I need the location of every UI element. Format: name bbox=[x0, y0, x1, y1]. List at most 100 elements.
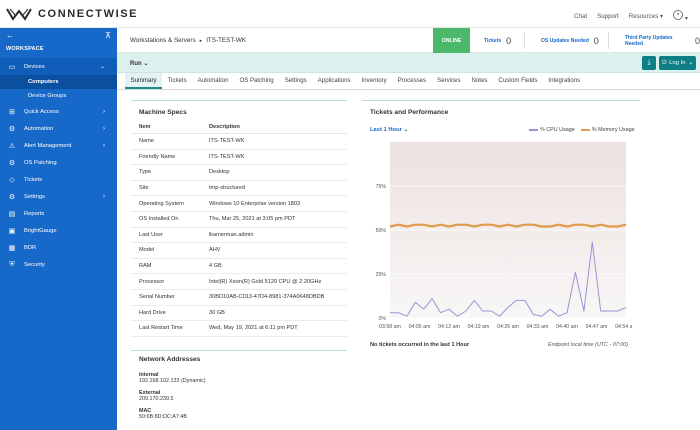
log-in-button[interactable]: ⏻ Log In ⌄ bbox=[659, 56, 696, 70]
support-link[interactable]: Support bbox=[597, 12, 619, 20]
spec-item: Last Restart Time bbox=[139, 325, 183, 332]
tab-summary[interactable]: Summary bbox=[125, 73, 163, 89]
bdr-icon: ▦ bbox=[8, 244, 16, 252]
spec-item: Model bbox=[139, 247, 155, 254]
sidebar-item-devices[interactable]: ▭ Devices ⌄ bbox=[0, 58, 117, 75]
sidebar-item-label: Tickets bbox=[24, 176, 43, 183]
sidebar-item-alert-management[interactable]: ⚠ Alert Management › bbox=[0, 137, 117, 154]
sidebar-subitem-computers[interactable]: Computers bbox=[0, 75, 117, 89]
status-badge: ONLINE bbox=[433, 28, 470, 53]
sidebar-item-os-patching[interactable]: ⚙ OS Patching bbox=[0, 154, 117, 171]
sidebar-item-label: Automation bbox=[24, 125, 54, 132]
breadcrumb-current: ITS-TEST-WK bbox=[206, 37, 247, 44]
sidebar-item-quick-access[interactable]: ⊞ Quick Access › bbox=[0, 103, 117, 120]
table-row: Hard Drive 30 GB bbox=[131, 306, 347, 322]
legend-memory[interactable]: % Memory Usage bbox=[580, 127, 635, 133]
divider bbox=[608, 32, 609, 49]
stat-label: Tickets bbox=[484, 37, 502, 44]
third-party-updates-stat[interactable]: Third Party Updates Needed 0 bbox=[625, 28, 700, 53]
internal-label: Internal bbox=[139, 372, 159, 378]
tab-services[interactable]: Services bbox=[437, 77, 461, 84]
table-row: Friendly Name ITS-TEST-WK bbox=[131, 150, 347, 166]
stat-value: 0 bbox=[506, 35, 512, 46]
legend-swatch bbox=[529, 128, 538, 131]
chevron-down-icon: ⌄ bbox=[403, 127, 409, 133]
tab-notes[interactable]: Notes bbox=[471, 77, 488, 84]
chat-link[interactable]: Chat bbox=[573, 12, 588, 20]
legend-swatch bbox=[580, 128, 590, 131]
sidebar-item-label: Settings bbox=[24, 193, 45, 200]
spec-item: Operating System bbox=[139, 200, 184, 207]
sidebar-item-settings[interactable]: ⚙ Settings › bbox=[0, 188, 117, 205]
device-tabs: Summary Tickets Automation OS Patching S… bbox=[117, 73, 700, 90]
chevron-down-icon: ▾ bbox=[684, 15, 688, 22]
tab-settings[interactable]: Settings bbox=[284, 77, 307, 84]
spec-item: Hard Drive bbox=[139, 309, 166, 316]
time-range-label: Last 1 Hour bbox=[370, 127, 402, 133]
resources-menu[interactable]: Resources ▾ bbox=[629, 13, 663, 20]
sidebar-item-label: BrightGauge bbox=[24, 227, 57, 234]
spec-description: lkamerman.admin bbox=[209, 231, 254, 238]
log-in-label: Log In bbox=[669, 60, 686, 66]
run-menu[interactable]: Run ⌄ bbox=[130, 60, 148, 67]
spec-description: Windows 10 Enterprise version 1803 bbox=[209, 200, 301, 207]
tab-applications[interactable]: Applications bbox=[317, 77, 351, 84]
legend-label: % Memory Usage bbox=[591, 127, 635, 133]
spec-description: ITS-TEST-WK bbox=[209, 153, 245, 160]
spec-description: AHV bbox=[209, 247, 221, 254]
chevron-right-icon: › bbox=[103, 125, 105, 132]
tab-tickets[interactable]: Tickets bbox=[167, 77, 187, 84]
spec-item: Friendly Name bbox=[139, 153, 176, 160]
tab-processes[interactable]: Processes bbox=[397, 77, 427, 84]
brightgauge-icon: ▣ bbox=[8, 227, 16, 235]
legend-cpu[interactable]: % CPU Usage bbox=[529, 127, 575, 133]
sidebar-subitem-device-groups[interactable]: Device Groups bbox=[28, 93, 67, 99]
tab-automation[interactable]: Automation bbox=[197, 77, 229, 84]
y-tick-label: 50% bbox=[376, 228, 387, 234]
time-range-dropdown[interactable]: Last 1 Hour ⌄ bbox=[370, 127, 408, 133]
sidebar-item-automation[interactable]: ⚙ Automation › bbox=[0, 120, 117, 137]
legend-label: % CPU Usage bbox=[540, 127, 575, 133]
sidebar-item-tickets[interactable]: ◇ Tickets bbox=[0, 171, 117, 188]
tab-custom-fields[interactable]: Custom Fields bbox=[498, 77, 538, 84]
y-tick-label: 0% bbox=[379, 316, 387, 322]
top-bar: CONNECTWISE Chat Support Resources ▾ ▾ bbox=[0, 0, 700, 28]
tab-os-patching[interactable]: OS Patching bbox=[239, 77, 274, 84]
action-bar: Run ⌄ ⤓ ⏻ Log In ⌄ bbox=[117, 53, 700, 73]
tickets-stat[interactable]: Tickets 0 bbox=[484, 28, 511, 53]
sidebar-item-reports[interactable]: ▤ Reports bbox=[0, 205, 117, 222]
endpoint-local-time: Endpoint local time (UTC - 07:00) bbox=[548, 342, 628, 348]
download-button[interactable]: ⤓ bbox=[642, 56, 656, 70]
table-row: Type Desktop bbox=[131, 165, 347, 181]
sidebar-item-label: Alert Management bbox=[24, 142, 72, 149]
breadcrumb: Workstations & Servers ▸ ITS-TEST-WK bbox=[130, 37, 246, 44]
chevron-right-icon: › bbox=[103, 193, 105, 200]
cpu-usage-line bbox=[390, 241, 627, 317]
sidebar-item-security[interactable]: ⛨ Security bbox=[0, 256, 117, 273]
spec-description: ITS-TEST-WK bbox=[209, 138, 245, 145]
back-arrow-icon[interactable]: ← bbox=[6, 30, 14, 40]
chevron-right-icon: › bbox=[103, 142, 105, 149]
tab-inventory[interactable]: Inventory bbox=[361, 77, 387, 84]
breadcrumb-parent[interactable]: Workstations & Servers bbox=[130, 37, 196, 44]
x-tick-label: 04:19 am bbox=[468, 324, 490, 330]
pin-icon[interactable]: ⊼ bbox=[105, 30, 111, 40]
user-menu[interactable]: ▾ bbox=[673, 10, 688, 22]
os-updates-stat[interactable]: OS Updates Needed 0 bbox=[541, 28, 599, 53]
connectwise-logo[interactable]: CONNECTWISE bbox=[6, 6, 138, 22]
breadcrumb-arrow-icon: ▸ bbox=[199, 38, 203, 44]
col-item-header: Item bbox=[139, 124, 151, 130]
spec-description: 30BD10AB-C013-47D4-8981-374A0648DBDB bbox=[209, 294, 325, 301]
table-row: RAM 4 GB bbox=[131, 259, 347, 275]
stat-value: 0 bbox=[694, 35, 700, 46]
sidebar-item-label: Security bbox=[24, 261, 45, 268]
table-row: Name ITS-TEST-WK bbox=[131, 134, 347, 150]
table-row: Model AHV bbox=[131, 243, 347, 259]
sidebar-item-bdr[interactable]: ▦ BDR bbox=[0, 239, 117, 256]
download-icon: ⤓ bbox=[647, 59, 651, 66]
table-row: Serial Number 30BD10AB-C013-47D4-8981-374… bbox=[131, 290, 347, 306]
connectwise-logo-icon bbox=[6, 8, 32, 21]
sidebar-item-brightgauge[interactable]: ▣ BrightGauge bbox=[0, 222, 117, 239]
mac-label: MAC bbox=[139, 408, 152, 414]
tab-integrations[interactable]: Integrations bbox=[548, 77, 581, 84]
